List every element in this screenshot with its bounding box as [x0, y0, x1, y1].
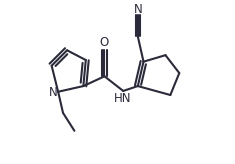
Text: N: N	[49, 86, 58, 99]
Text: O: O	[100, 36, 109, 50]
Text: HN: HN	[114, 92, 131, 105]
Text: N: N	[134, 3, 143, 16]
